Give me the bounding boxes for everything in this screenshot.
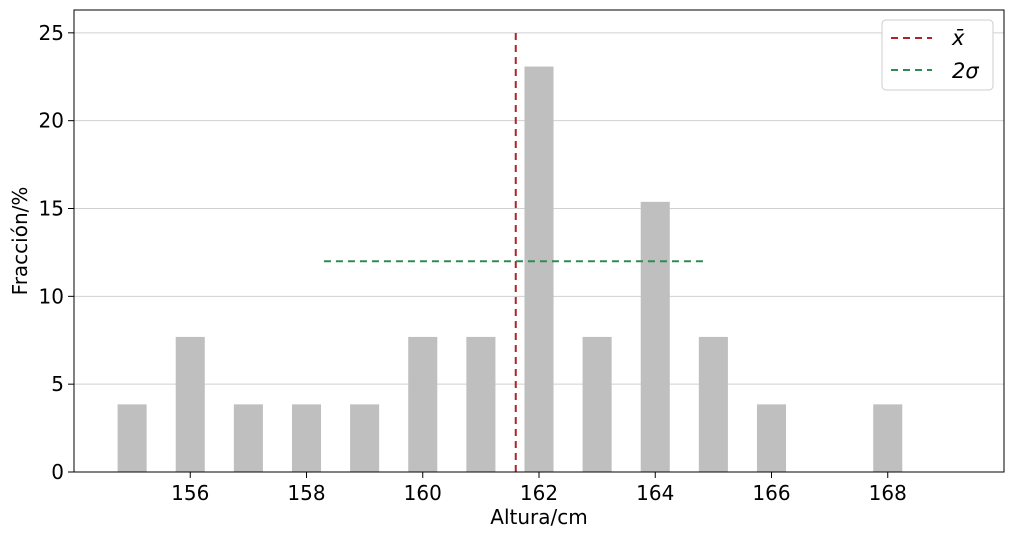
bar (233, 404, 263, 472)
bar (175, 336, 205, 472)
y-tick-label: 20 (39, 109, 64, 133)
bars (117, 66, 903, 473)
y-axis-label: Fracción/% (8, 187, 32, 296)
y-tick-label: 10 (39, 284, 64, 308)
y-tick-label: 5 (51, 372, 64, 396)
y-tick-label: 15 (39, 197, 64, 221)
x-tick-label: 162 (520, 481, 558, 505)
y-tick-label: 25 (39, 21, 64, 45)
legend-mean-label: x̄ (951, 26, 965, 50)
bar (640, 201, 670, 473)
bar (408, 336, 438, 472)
bar (350, 404, 380, 472)
bar (524, 66, 554, 472)
reference-lines (323, 32, 705, 472)
bar (756, 404, 787, 472)
x-tick-label: 164 (636, 481, 674, 505)
y-tick-label: 0 (51, 460, 64, 484)
x-axis-ticks: 156 158 160 162 164 166 168 (171, 472, 907, 505)
x-tick-label: 158 (287, 481, 325, 505)
bar (117, 404, 147, 472)
x-axis-label: Altura/cm (490, 505, 587, 529)
bar (466, 336, 496, 472)
x-tick-label: 160 (404, 481, 442, 505)
x-tick-label: 156 (171, 481, 209, 505)
legend-sigma-label: 2σ (952, 59, 979, 83)
x-tick-label: 168 (869, 481, 907, 505)
bar (291, 404, 322, 472)
bar (582, 336, 612, 472)
bar (698, 336, 728, 472)
legend: x̄ 2σ (881, 19, 994, 91)
x-tick-label: 166 (752, 481, 790, 505)
y-axis-ticks: 0 5 10 15 20 25 (39, 21, 74, 484)
bar (873, 404, 903, 472)
